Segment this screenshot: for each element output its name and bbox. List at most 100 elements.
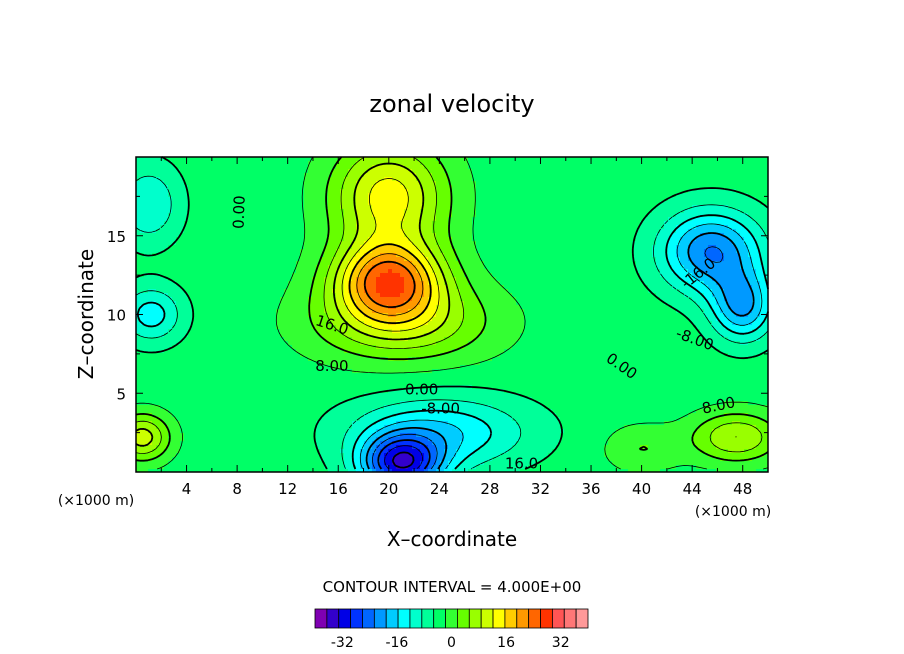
field-cell — [548, 213, 553, 218]
field-cell — [232, 213, 237, 218]
field-cell — [496, 173, 501, 178]
field-cell — [620, 229, 625, 234]
field-cell — [648, 177, 653, 182]
field-cell — [236, 241, 241, 246]
field-cell — [340, 177, 345, 182]
field-cell — [452, 241, 457, 246]
field-cell — [140, 201, 145, 206]
field-cell — [148, 185, 153, 190]
field-cell — [448, 281, 453, 286]
field-cell — [276, 241, 281, 246]
field-cell — [476, 237, 481, 242]
field-cell — [516, 193, 521, 198]
field-cell — [644, 233, 649, 238]
field-cell — [420, 225, 425, 230]
field-cell — [180, 201, 185, 206]
field-cell — [264, 221, 269, 226]
field-cell — [700, 273, 705, 278]
field-cell — [556, 269, 561, 274]
field-cell — [248, 209, 253, 214]
field-cell — [544, 169, 549, 174]
field-cell — [292, 249, 297, 254]
field-cell — [684, 169, 689, 174]
field-cell — [756, 257, 761, 262]
field-cell — [492, 197, 497, 202]
field-cell — [508, 169, 513, 174]
field-cell — [340, 193, 345, 198]
field-cell — [272, 233, 277, 238]
field-cell — [284, 209, 289, 214]
field-cell — [268, 273, 273, 278]
field-cell — [692, 173, 697, 178]
field-cell — [188, 237, 193, 242]
field-cell — [580, 249, 585, 254]
field-cell — [208, 257, 213, 262]
field-cell — [572, 273, 577, 278]
field-cell — [180, 225, 185, 230]
field-cell — [428, 169, 433, 174]
field-cell — [176, 209, 181, 214]
field-cell — [428, 217, 433, 222]
field-cell — [260, 229, 265, 234]
field-cell — [208, 213, 213, 218]
field-cell — [524, 165, 529, 170]
field-cell — [404, 221, 409, 226]
field-cell — [492, 245, 497, 250]
field-cell — [368, 225, 373, 230]
field-cell — [580, 165, 585, 170]
field-cell — [296, 181, 301, 186]
field-cell — [620, 277, 625, 282]
field-cell — [308, 193, 313, 198]
field-cell — [612, 257, 617, 262]
field-cell — [764, 181, 769, 186]
field-cell — [292, 173, 297, 178]
field-cell — [208, 241, 213, 246]
field-cell — [164, 205, 169, 210]
field-cell — [600, 241, 605, 246]
field-cell — [596, 209, 601, 214]
field-cell — [188, 201, 193, 206]
field-cell — [392, 281, 397, 286]
field-cell — [160, 237, 165, 242]
field-cell — [644, 217, 649, 222]
field-cell — [440, 277, 445, 282]
field-cell — [712, 233, 717, 238]
field-cell — [208, 173, 213, 178]
field-cell — [524, 257, 529, 262]
field-cell — [456, 281, 461, 286]
field-cell — [596, 229, 601, 234]
field-cell — [692, 257, 697, 262]
field-cell — [728, 165, 733, 170]
field-cell — [332, 201, 337, 206]
field-cell — [436, 241, 441, 246]
field-cell — [568, 265, 573, 270]
field-cell — [184, 193, 189, 198]
field-cell — [468, 221, 473, 226]
field-cell — [560, 253, 565, 258]
field-cell — [284, 269, 289, 274]
field-cell — [724, 277, 729, 282]
field-cell — [244, 217, 249, 222]
field-cell — [580, 173, 585, 178]
field-cell — [464, 229, 469, 234]
field-cell — [256, 189, 261, 194]
field-cell — [512, 233, 517, 238]
field-cell — [744, 257, 749, 262]
field-cell — [764, 201, 769, 206]
field-cell — [380, 209, 385, 214]
field-cell — [252, 273, 257, 278]
field-cell — [760, 165, 765, 170]
field-cell — [508, 201, 513, 206]
field-cell — [668, 253, 673, 258]
field-cell — [140, 173, 145, 178]
field-cell — [736, 217, 741, 222]
field-cell — [540, 169, 545, 174]
field-cell — [428, 241, 433, 246]
field-cell — [764, 221, 769, 226]
field-cell — [368, 257, 373, 262]
field-cell — [492, 205, 497, 210]
field-cell — [516, 253, 521, 258]
field-cell — [308, 245, 313, 250]
field-cell — [760, 217, 765, 222]
field-cell — [196, 173, 201, 178]
